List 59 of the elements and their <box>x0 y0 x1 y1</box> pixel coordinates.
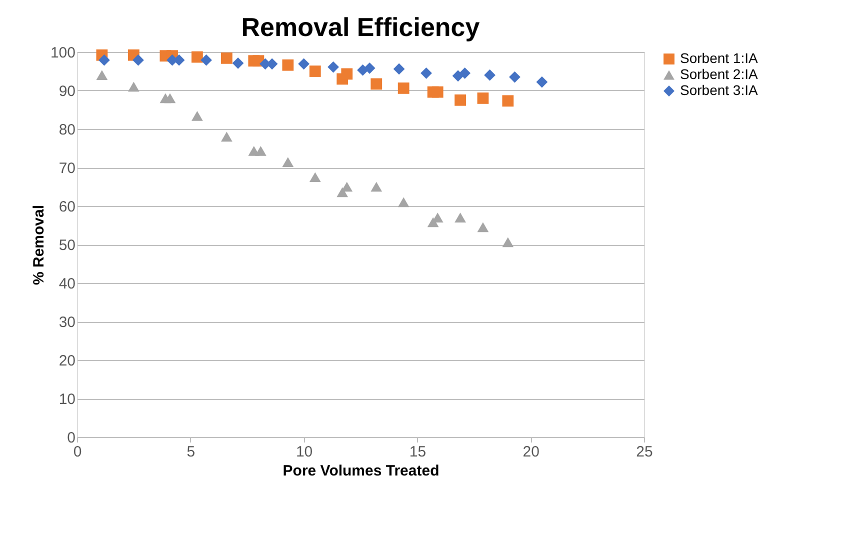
point <box>459 67 471 79</box>
y-tick-label: 80 <box>58 122 76 138</box>
x-tick-label: 25 <box>636 444 653 460</box>
legend-label: Sorbent 2:IA <box>680 66 758 82</box>
legend-label: Sorbent 3:IA <box>680 82 758 98</box>
point <box>454 94 466 106</box>
y-tick-label: 40 <box>58 276 76 292</box>
chart-title: Removal Efficiency <box>241 12 480 42</box>
point <box>192 110 203 121</box>
point <box>132 54 144 66</box>
point <box>200 54 212 66</box>
point <box>536 76 548 88</box>
point <box>255 146 266 156</box>
point <box>220 132 232 142</box>
point <box>309 172 321 182</box>
point <box>309 66 321 77</box>
point <box>509 71 520 83</box>
point <box>370 78 382 90</box>
point <box>432 86 444 98</box>
point <box>341 68 353 80</box>
point <box>98 54 110 66</box>
y-tick-label: 0 <box>67 430 76 446</box>
point <box>364 62 376 74</box>
point <box>477 92 489 104</box>
point <box>398 82 410 94</box>
point <box>298 58 310 70</box>
x-tick-label: 15 <box>409 444 426 460</box>
x-tick-label: 20 <box>522 444 540 460</box>
point <box>164 93 176 104</box>
y-tick-label: 100 <box>50 44 76 62</box>
point <box>282 59 294 71</box>
y-tick-label: 30 <box>58 314 76 331</box>
point <box>454 212 466 222</box>
point <box>370 182 382 192</box>
point <box>477 222 489 232</box>
point <box>502 95 514 107</box>
point <box>128 82 140 92</box>
x-axis-title: Pore Volumes Treated <box>282 462 440 480</box>
point <box>220 52 232 64</box>
y-tick-label: 70 <box>58 160 76 177</box>
point <box>192 51 203 63</box>
legend-label: Sorbent 1:IA <box>680 50 758 66</box>
y-tick-label: 60 <box>58 198 76 216</box>
point <box>96 70 108 80</box>
point <box>502 237 514 248</box>
point <box>393 63 405 75</box>
point <box>232 57 244 69</box>
y-tick-label: 50 <box>58 237 76 254</box>
y-axis-title: % Removal <box>30 204 48 286</box>
point <box>328 61 339 73</box>
point <box>484 69 496 81</box>
y-tick-label: 90 <box>58 83 76 100</box>
point <box>420 67 432 79</box>
x-tick-label: 5 <box>186 444 196 460</box>
y-tick-label: 10 <box>58 391 76 408</box>
x-tick-label: 10 <box>296 444 313 460</box>
point <box>282 157 294 168</box>
point <box>398 197 410 208</box>
y-tick-label: 20 <box>58 352 76 370</box>
